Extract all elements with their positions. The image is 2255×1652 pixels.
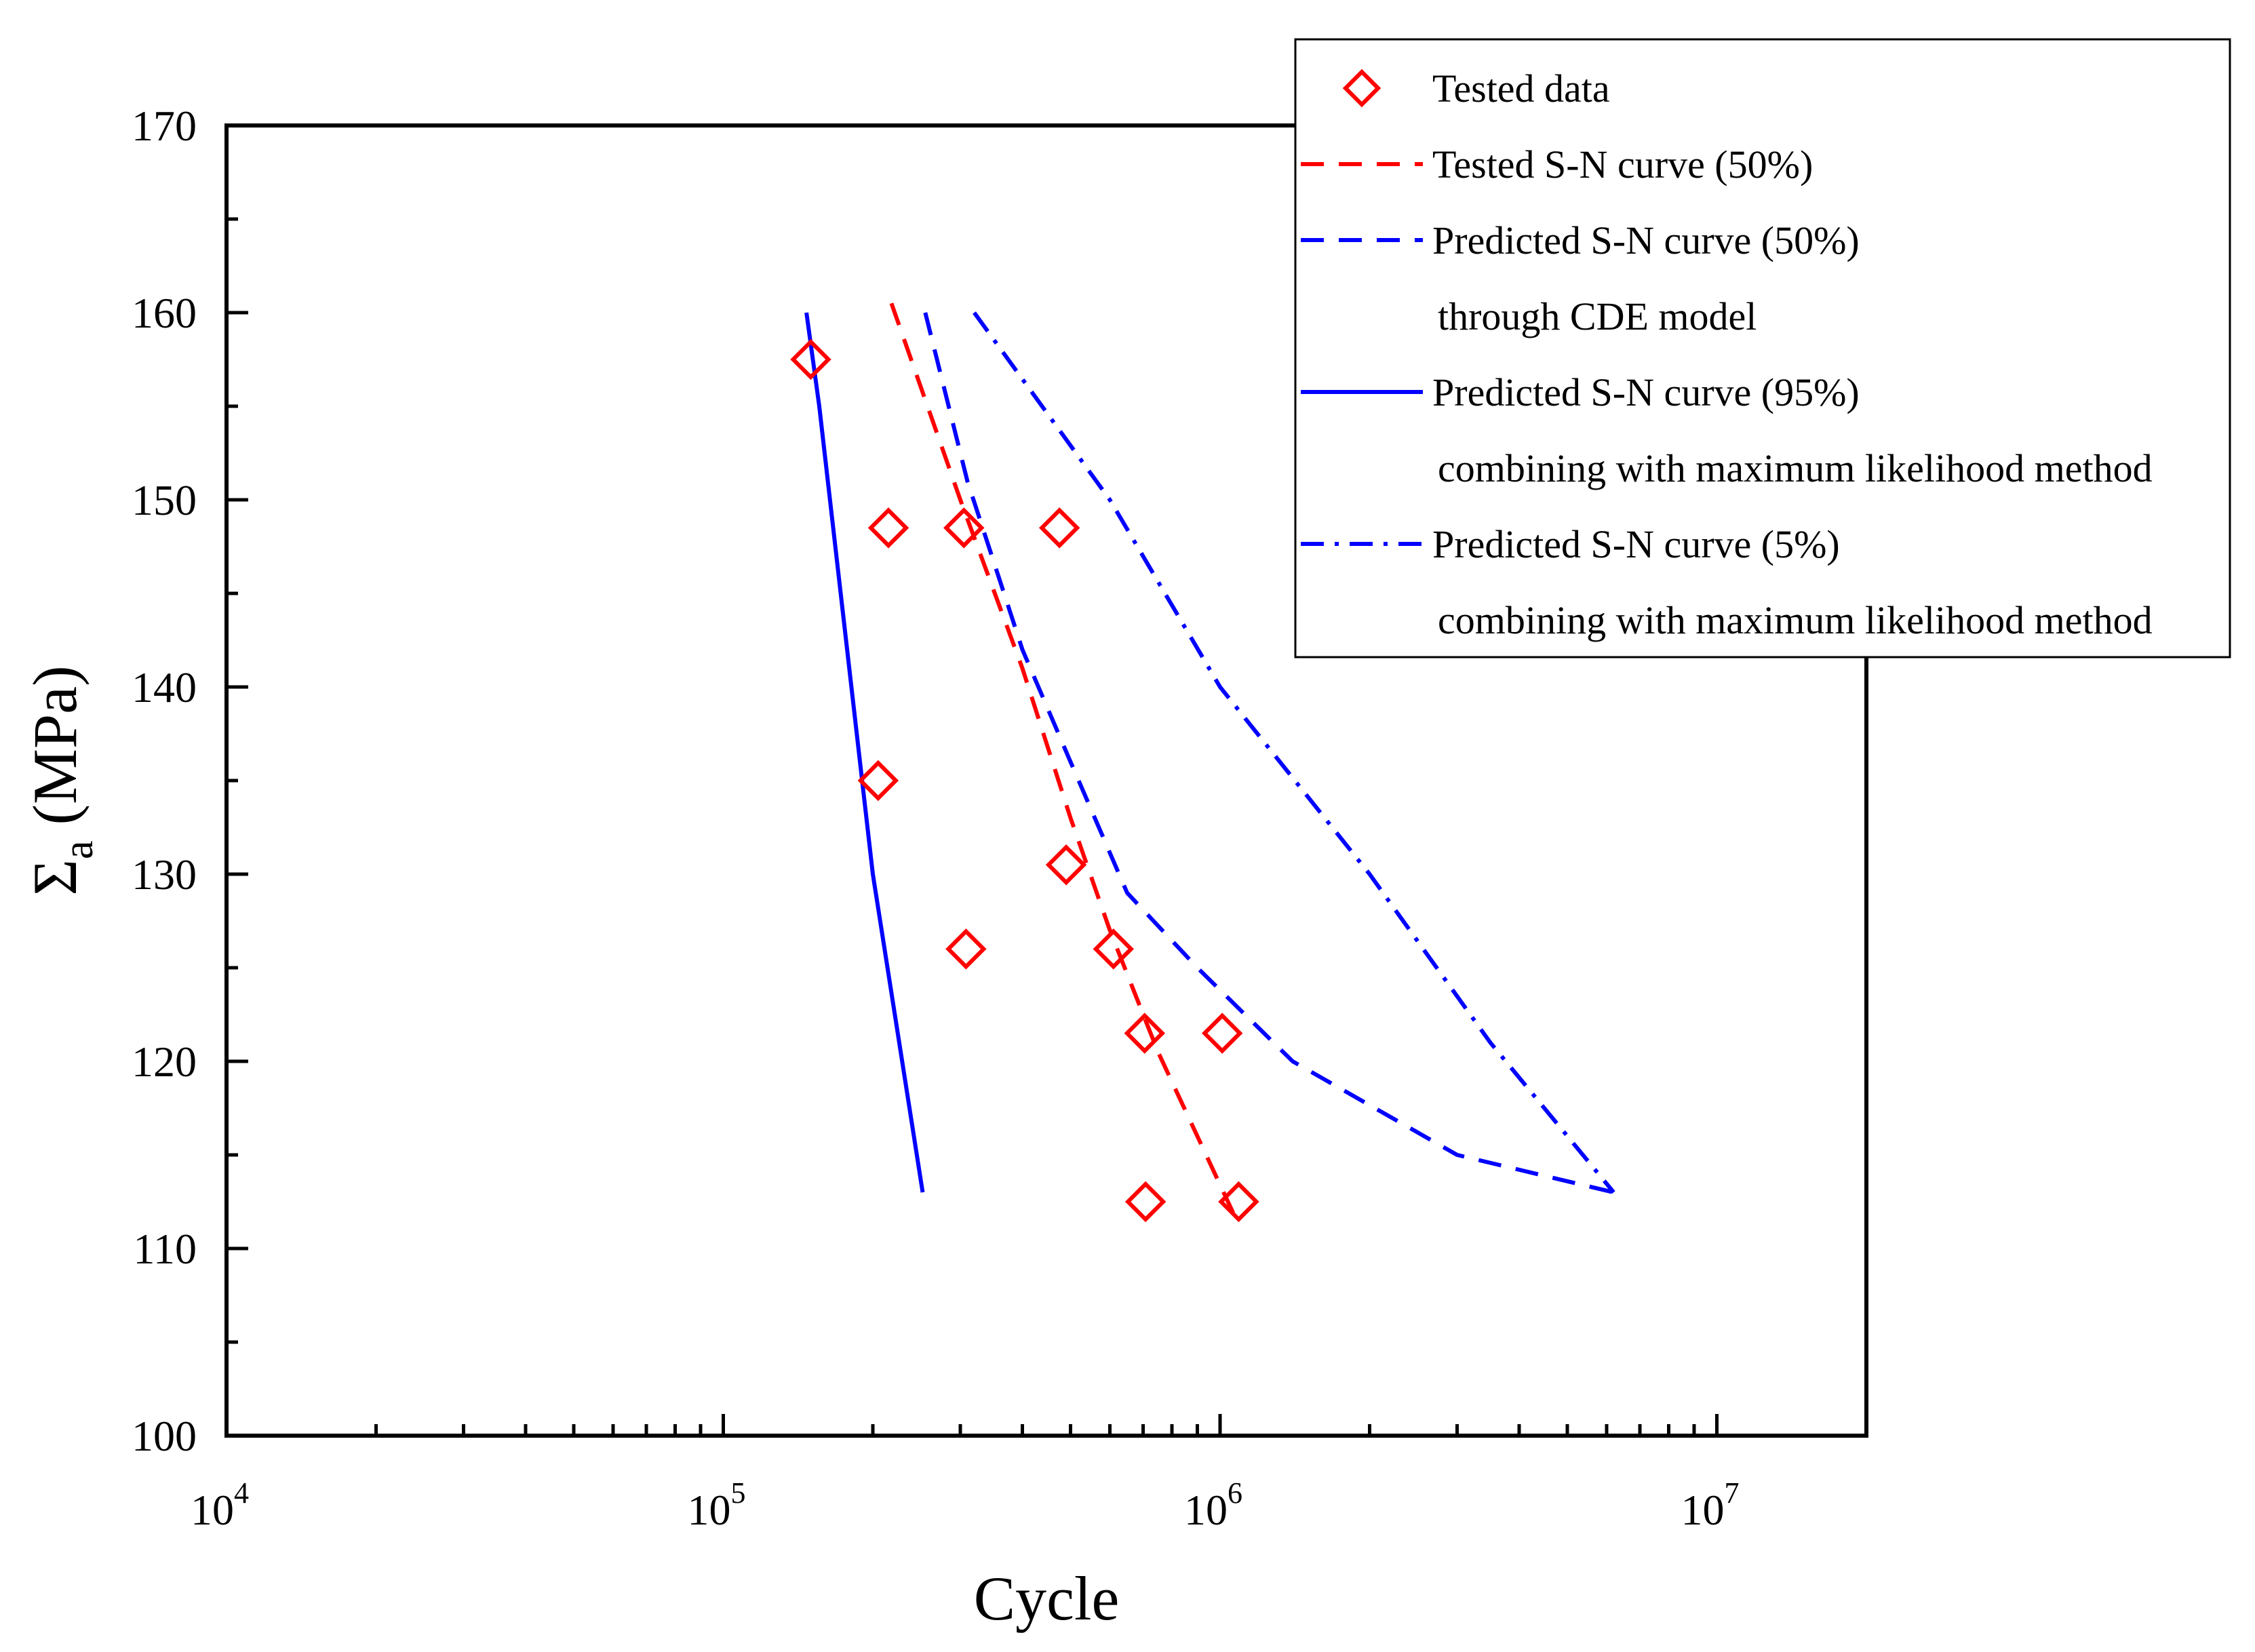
data-point-marker bbox=[1124, 1181, 1166, 1223]
data-point-marker bbox=[867, 507, 909, 549]
legend: Tested data Tested S-N curve (50%) Predict… bbox=[1294, 38, 2231, 658]
data-point-marker bbox=[1124, 1012, 1166, 1054]
y-tick-label: 150 bbox=[132, 476, 197, 524]
x-tick-label: 106 bbox=[1184, 1476, 1242, 1534]
data-point-marker bbox=[1201, 1012, 1243, 1054]
y-tick-label: 120 bbox=[132, 1038, 197, 1086]
legend-label: Predicted S-N curve (5%) bbox=[1432, 522, 1840, 566]
y-tick-label: 140 bbox=[132, 663, 197, 711]
y-tick-label: 160 bbox=[132, 289, 197, 337]
legend-box bbox=[1294, 38, 2231, 658]
data-point-marker bbox=[1093, 928, 1134, 970]
y-tick-label: 130 bbox=[132, 850, 197, 899]
legend-label-line2: combining with maximum likelihood method bbox=[1438, 446, 2153, 490]
legend-label: Tested S-N curve (50%) bbox=[1432, 142, 1813, 186]
series-line-3 bbox=[804, 312, 925, 1193]
y-axis-title: Σa (MPa) bbox=[20, 665, 102, 895]
data-point-marker bbox=[790, 338, 831, 380]
x-axis-title: Cycle bbox=[974, 1564, 1120, 1633]
y-tick-label: 170 bbox=[132, 102, 197, 150]
y-tick-label: 100 bbox=[132, 1412, 197, 1460]
legend-label: Tested data bbox=[1432, 66, 1610, 111]
legend-marker-symbol bbox=[1342, 68, 1381, 108]
data-point-marker bbox=[1045, 844, 1087, 886]
data-point-marker bbox=[1038, 507, 1080, 549]
data-point-marker bbox=[857, 760, 899, 802]
legend-label-line2: combining with maximum likelihood method bbox=[1438, 598, 2153, 642]
legend-label: Predicted S-N curve (50%) bbox=[1432, 218, 1860, 262]
plot-area bbox=[790, 302, 1615, 1223]
y-tick-label: 110 bbox=[133, 1225, 197, 1273]
data-point-marker bbox=[943, 507, 985, 549]
series-line-1 bbox=[889, 302, 1239, 1221]
data-point-marker bbox=[1218, 1181, 1259, 1223]
legend-label: Predicted S-N curve (95%) bbox=[1432, 370, 1860, 414]
x-tick-label: 107 bbox=[1681, 1476, 1739, 1534]
data-point-marker bbox=[945, 928, 987, 970]
x-tick-label: 105 bbox=[687, 1476, 745, 1534]
series-line-2 bbox=[923, 312, 1615, 1195]
legend-label-line2: through CDE model bbox=[1438, 294, 1757, 338]
x-tick-label: 104 bbox=[191, 1476, 249, 1534]
